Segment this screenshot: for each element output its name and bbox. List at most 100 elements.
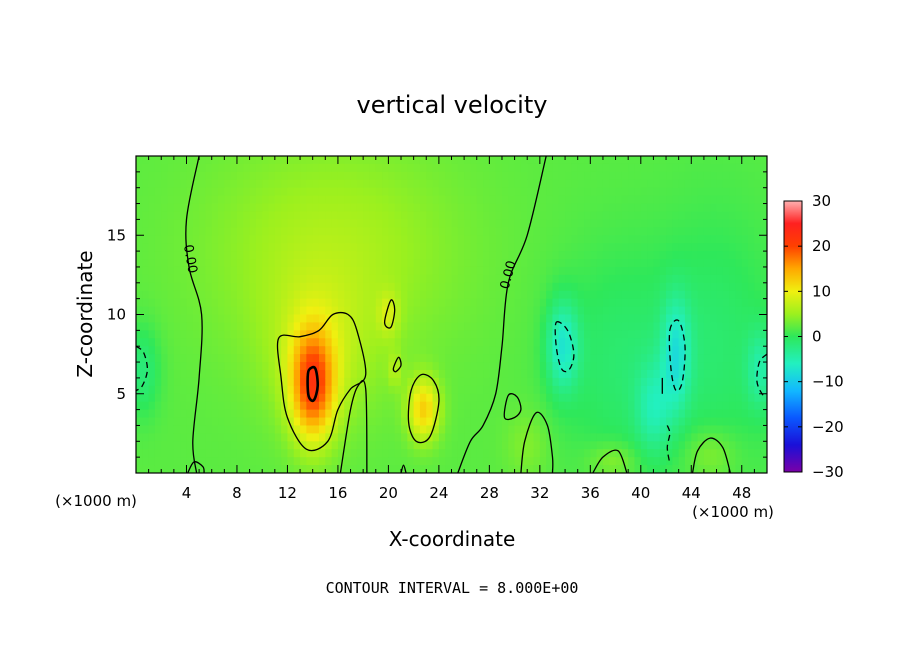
heatmap-cell <box>180 457 188 466</box>
heatmap-cell <box>451 251 459 260</box>
heatmap-cell <box>684 401 692 411</box>
heatmap-cell <box>659 417 667 427</box>
heatmap-cell <box>741 251 749 260</box>
heatmap-cell <box>748 171 755 181</box>
heatmap-cell <box>325 330 333 339</box>
heatmap-cell <box>173 393 181 403</box>
heatmap-cell <box>691 441 699 450</box>
heatmap-cell <box>533 369 541 379</box>
heatmap-cell <box>457 163 465 173</box>
heatmap-cell <box>388 377 396 387</box>
heatmap-cell <box>748 409 755 419</box>
heatmap-cell <box>691 346 699 355</box>
heatmap-cell <box>312 322 320 331</box>
heatmap-cell <box>508 433 516 442</box>
heatmap-cell <box>476 465 484 473</box>
heatmap-cell <box>571 401 579 411</box>
heatmap-cell <box>483 306 490 316</box>
heatmap-cell <box>382 377 389 387</box>
heatmap-cell <box>684 235 692 244</box>
heatmap-cell <box>552 425 560 434</box>
heatmap-cell <box>527 266 535 276</box>
heatmap-cell <box>653 227 661 236</box>
heatmap-cell <box>716 298 724 308</box>
heatmap-cell <box>483 377 490 387</box>
heatmap-field <box>136 156 767 473</box>
heatmap-cell <box>438 377 446 387</box>
heatmap-cell <box>186 274 194 284</box>
heatmap-cell <box>514 465 522 473</box>
heatmap-cell <box>741 346 749 355</box>
heatmap-cell <box>136 290 143 300</box>
heatmap-cell <box>483 243 490 252</box>
heatmap-cell <box>609 290 617 300</box>
heatmap-cell <box>501 322 509 331</box>
heatmap-cell <box>615 274 623 284</box>
heatmap-cell <box>451 433 459 442</box>
heatmap-cell <box>716 187 724 197</box>
heatmap-cell <box>470 401 478 411</box>
heatmap-cell <box>230 259 238 268</box>
heatmap-cell <box>514 346 522 355</box>
heatmap-cell <box>300 385 307 395</box>
heatmap-cell <box>571 322 579 331</box>
heatmap-cell <box>375 259 383 268</box>
heatmap-cell <box>558 393 566 403</box>
heatmap-cell <box>760 298 767 308</box>
heatmap-cell <box>533 433 541 442</box>
heatmap-cell <box>584 156 591 165</box>
heatmap-cell <box>684 219 692 228</box>
heatmap-cell <box>741 362 749 371</box>
heatmap-cell <box>748 203 755 213</box>
heatmap-cell <box>741 441 749 450</box>
heatmap-cell <box>697 282 705 292</box>
heatmap-cell <box>508 274 516 284</box>
heatmap-cell <box>136 163 143 173</box>
heatmap-cell <box>192 179 200 189</box>
heatmap-cell <box>552 354 560 363</box>
heatmap-cell <box>180 266 188 276</box>
heatmap-cell <box>268 179 276 189</box>
heatmap-cell <box>337 354 345 363</box>
heatmap-cell <box>432 298 440 308</box>
heatmap-cell <box>419 274 427 284</box>
heatmap-cell <box>287 203 295 213</box>
heatmap-cell <box>678 330 686 339</box>
heatmap-cell <box>142 465 150 473</box>
heatmap-cell <box>154 465 162 473</box>
heatmap-cell <box>407 369 415 379</box>
heatmap-cell <box>565 465 572 473</box>
heatmap-cell <box>281 409 289 419</box>
heatmap-cell <box>236 409 244 419</box>
heatmap-cell <box>684 290 692 300</box>
heatmap-cell <box>268 211 276 220</box>
heatmap-cell <box>262 401 270 411</box>
heatmap-cell <box>451 266 459 276</box>
heatmap-cell <box>199 338 207 347</box>
heatmap-cell <box>508 187 516 197</box>
heatmap-cell <box>653 457 661 466</box>
heatmap-cell <box>684 330 692 339</box>
heatmap-cell <box>735 179 743 189</box>
heatmap-cell <box>653 330 661 339</box>
heatmap-cell <box>672 243 680 252</box>
heatmap-cell <box>678 187 686 197</box>
heatmap-cell <box>407 282 415 292</box>
heatmap-cell <box>426 171 434 181</box>
heatmap-cell <box>224 306 232 316</box>
heatmap-cell <box>684 171 692 181</box>
heatmap-cell <box>691 401 699 411</box>
heatmap-cell <box>243 219 251 228</box>
heatmap-cell <box>350 409 358 419</box>
heatmap-cell <box>287 179 295 189</box>
heatmap-cell <box>192 156 200 165</box>
heatmap-cell <box>640 259 648 268</box>
heatmap-cell <box>306 251 314 260</box>
heatmap-cell <box>596 346 604 355</box>
heatmap-cell <box>142 298 150 308</box>
heatmap-cell <box>558 465 566 473</box>
heatmap-cell <box>186 338 194 347</box>
heatmap-cell <box>337 274 345 284</box>
heatmap-cell <box>230 314 238 324</box>
heatmap-cell <box>716 433 724 442</box>
